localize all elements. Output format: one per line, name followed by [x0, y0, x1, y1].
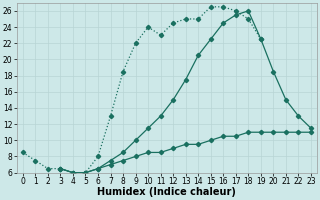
X-axis label: Humidex (Indice chaleur): Humidex (Indice chaleur): [98, 187, 236, 197]
